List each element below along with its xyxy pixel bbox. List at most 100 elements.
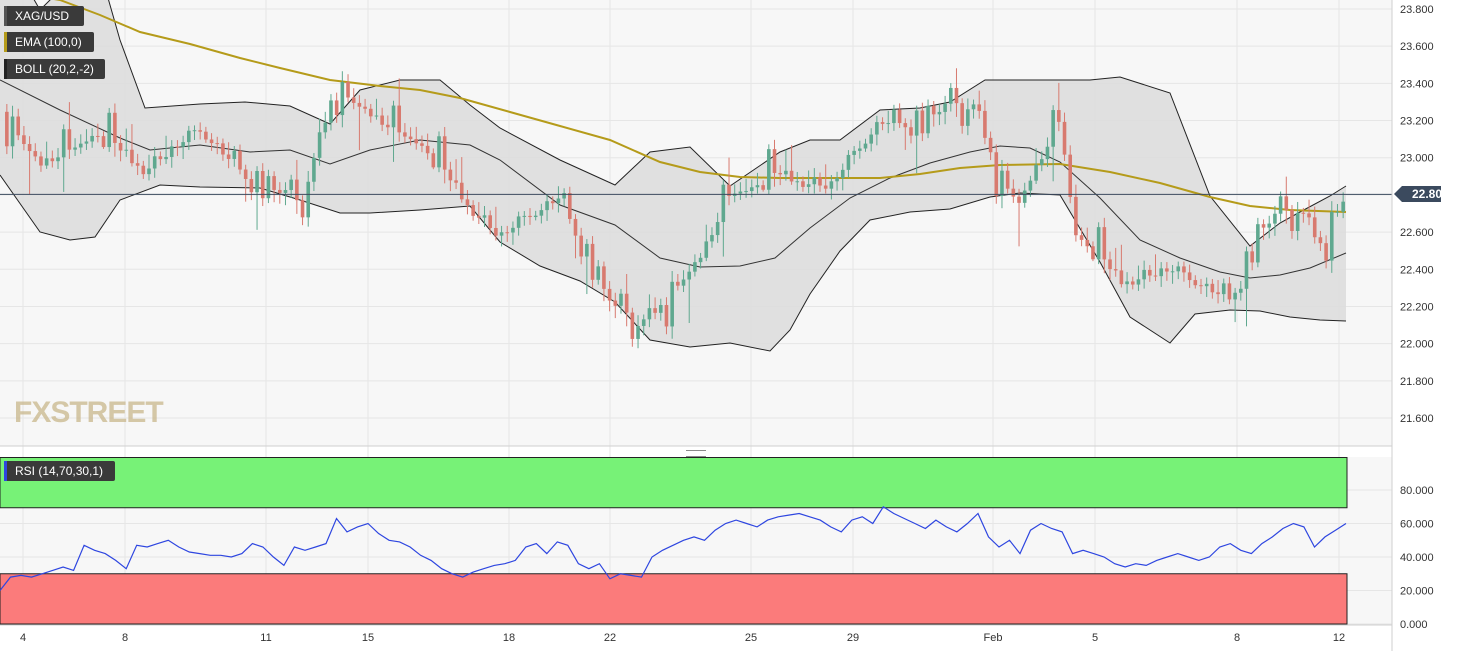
candle-body[interactable]	[1329, 211, 1334, 261]
candle-body[interactable]	[374, 115, 379, 117]
candle-body[interactable]	[1159, 268, 1163, 277]
candle-body[interactable]	[829, 181, 834, 189]
candle-body[interactable]	[16, 116, 21, 136]
candle-body[interactable]	[1051, 110, 1055, 147]
candle-body[interactable]	[1210, 283, 1215, 293]
candle-body[interactable]	[653, 308, 657, 313]
candle-body[interactable]	[562, 193, 566, 199]
candle-body[interactable]	[1005, 170, 1010, 189]
candle-body[interactable]	[5, 111, 9, 147]
candle-body[interactable]	[840, 169, 845, 179]
candle-body[interactable]	[960, 103, 964, 126]
candle-body[interactable]	[1182, 266, 1186, 273]
candle-body[interactable]	[243, 169, 248, 179]
panel-resize-handle[interactable]	[686, 450, 706, 457]
candle-body[interactable]	[1074, 196, 1078, 236]
candle-body[interactable]	[687, 271, 692, 280]
candle-body[interactable]	[209, 139, 214, 144]
candle-body[interactable]	[948, 87, 953, 104]
candle-body[interactable]	[482, 215, 487, 218]
candle-body[interactable]	[1204, 283, 1209, 287]
candle-body[interactable]	[744, 191, 748, 193]
candle-body[interactable]	[289, 179, 293, 191]
candle-body[interactable]	[1091, 246, 1095, 260]
candle-body[interactable]	[1119, 270, 1124, 285]
candle-body[interactable]	[994, 152, 999, 196]
candle-body[interactable]	[681, 279, 686, 286]
candle-body[interactable]	[903, 123, 908, 128]
candle-body[interactable]	[1068, 154, 1073, 197]
candle-body[interactable]	[1244, 251, 1249, 289]
candle-body[interactable]	[869, 134, 873, 144]
candle-body[interactable]	[96, 135, 100, 137]
candle-body[interactable]	[801, 181, 805, 187]
candle-body[interactable]	[664, 305, 669, 327]
candle-body[interactable]	[727, 184, 731, 196]
candle-body[interactable]	[1062, 121, 1067, 155]
candle-body[interactable]	[471, 205, 475, 216]
candle-body[interactable]	[1045, 146, 1050, 160]
candle-body[interactable]	[226, 154, 231, 159]
candle-body[interactable]	[977, 104, 982, 111]
candle-body[interactable]	[1057, 110, 1061, 122]
candle-body[interactable]	[312, 157, 316, 182]
candle-body[interactable]	[1148, 269, 1152, 276]
candle-body[interactable]	[431, 153, 436, 168]
candle-body[interactable]	[164, 156, 168, 160]
candle-body[interactable]	[488, 215, 492, 228]
candle-body[interactable]	[528, 215, 532, 218]
legend-rsi[interactable]: RSI (14,70,30,1)	[4, 461, 115, 481]
candle-body[interactable]	[425, 145, 430, 154]
candle-body[interactable]	[1000, 170, 1004, 196]
candle-body[interactable]	[198, 130, 202, 132]
candle-body[interactable]	[710, 235, 714, 242]
candle-body[interactable]	[499, 232, 504, 236]
candle-body[interactable]	[909, 127, 913, 136]
candle-body[interactable]	[755, 185, 760, 188]
legend-ema[interactable]: EMA (100,0)	[4, 32, 94, 52]
candle-body[interactable]	[596, 266, 601, 280]
candle-body[interactable]	[624, 293, 629, 313]
candle-body[interactable]	[505, 232, 510, 234]
candle-body[interactable]	[875, 122, 879, 135]
candle-body[interactable]	[1136, 279, 1141, 285]
candle-body[interactable]	[971, 104, 976, 110]
candle-body[interactable]	[749, 187, 754, 192]
candle-body[interactable]	[363, 106, 367, 109]
candle-body[interactable]	[380, 115, 384, 125]
candle-body[interactable]	[1290, 209, 1294, 231]
candle-body[interactable]	[118, 142, 123, 151]
candle-body[interactable]	[761, 185, 765, 190]
candle-body[interactable]	[494, 227, 498, 236]
candle-body[interactable]	[437, 136, 441, 168]
candle-body[interactable]	[772, 149, 777, 173]
candle-body[interactable]	[858, 148, 862, 151]
candle-body[interactable]	[795, 181, 800, 183]
candle-body[interactable]	[823, 185, 828, 189]
candle-body[interactable]	[738, 191, 743, 194]
candle-body[interactable]	[1301, 212, 1306, 214]
candle-body[interactable]	[602, 266, 606, 289]
candle-body[interactable]	[1239, 288, 1243, 293]
candle-body[interactable]	[1142, 269, 1146, 280]
candle-body[interactable]	[295, 179, 299, 201]
candle-body[interactable]	[852, 150, 856, 155]
candle-body[interactable]	[141, 165, 146, 175]
candle-body[interactable]	[1034, 164, 1038, 181]
candle-body[interactable]	[1193, 280, 1198, 286]
candle-body[interactable]	[204, 131, 208, 140]
candle-body[interactable]	[73, 147, 77, 150]
candle-body[interactable]	[863, 143, 868, 149]
candle-body[interactable]	[778, 172, 782, 175]
candle-body[interactable]	[397, 105, 402, 133]
candle-body[interactable]	[1233, 292, 1237, 300]
candle-body[interactable]	[1170, 271, 1175, 273]
candle-body[interactable]	[465, 199, 470, 206]
candle-body[interactable]	[67, 129, 72, 150]
candle-body[interactable]	[1284, 196, 1289, 210]
candle-body[interactable]	[658, 305, 663, 313]
candle-body[interactable]	[1199, 285, 1203, 287]
candle-body[interactable]	[1165, 268, 1169, 272]
candle-body[interactable]	[351, 97, 356, 103]
candle-body[interactable]	[1250, 251, 1254, 263]
